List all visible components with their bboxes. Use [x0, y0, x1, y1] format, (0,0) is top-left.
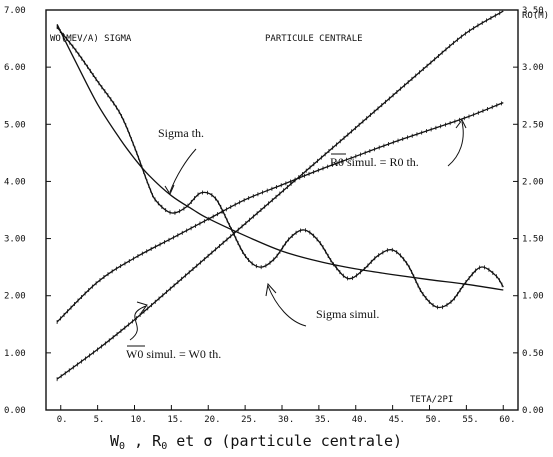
arrow-sigma-simul	[267, 285, 307, 327]
arrowhead-r0	[455, 119, 467, 129]
plot-frame	[45, 9, 519, 411]
arrowhead-sigma-simul	[265, 282, 277, 297]
y-left-tick-label: 1.00	[4, 349, 26, 359]
y-left-tick-label: 6.00	[4, 63, 26, 73]
arrowhead-w0	[136, 301, 148, 314]
caption-r: , R	[125, 432, 162, 450]
x-tick-label: 45.	[389, 415, 405, 425]
caption: W0 , R0 et σ (particule centrale)	[110, 432, 402, 452]
arrow-w0	[129, 305, 147, 341]
arrow-r0	[447, 121, 464, 167]
x-tick-label: 5.	[94, 415, 105, 425]
caption-sub-r: 0	[161, 441, 167, 452]
caption-sub-w: 0	[119, 441, 125, 452]
x-tick-label: 25.	[241, 415, 257, 425]
x-axis-label: TETA/2PI	[410, 395, 453, 405]
y-right-tick-label: 0.00	[522, 406, 544, 416]
series-layer	[56, 10, 504, 382]
y-right-tick-label: 3.00	[522, 63, 544, 73]
x-tick-label: 50.	[426, 415, 442, 425]
x-tick-label: 30.	[278, 415, 294, 425]
annotation-sigma-th: Sigma th.	[158, 126, 204, 140]
y-left-tick-label: 4.00	[4, 177, 26, 187]
y-right-tick-label: 1.50	[522, 235, 544, 245]
y-right-tick-label: 2.50	[522, 120, 544, 130]
y-left-tick-label: 5.00	[4, 120, 26, 130]
x-tick-label: 55.	[462, 415, 478, 425]
series-line-4	[56, 10, 504, 380]
left-axis-label: WO(MEV/A) SIGMA	[50, 34, 132, 44]
caption-w: W	[110, 432, 120, 450]
ticks-layer: 0. 5. 10. 15. 20. 25. 30. 35. 40. 45. 50. 55. 60. 0.0…	[4, 6, 544, 425]
y-left-tick-label: 7.00	[4, 6, 26, 16]
y-right-tick-label: 2.00	[522, 177, 544, 187]
x-tick-label: 10.	[131, 415, 147, 425]
arrowhead-sigma-th	[164, 184, 175, 196]
x-tick-label: 20.	[204, 415, 220, 425]
y-right-tick-label: 3.50	[522, 6, 544, 16]
series-line-2	[56, 26, 504, 309]
arrows-layer	[129, 119, 467, 341]
x-tick-label: 40.	[352, 415, 368, 425]
annotation-sigma-simul: Sigma simul.	[316, 307, 379, 321]
right-axis-label: RO(M)	[522, 11, 549, 21]
series-line-3	[56, 101, 504, 323]
annotation-r0: R0 simul. = R0 th.	[330, 155, 419, 169]
y-right-tick-label: 1.00	[522, 292, 544, 302]
inner-title: PARTICULE CENTRALE	[265, 34, 363, 44]
x-tick-label: 15.	[167, 415, 183, 425]
annotation-w0: W0 simul. = W0 th.	[126, 347, 221, 361]
x-tick-label: 60.	[499, 415, 515, 425]
caption-rest: et σ (particule centrale)	[167, 432, 402, 450]
y-left-tick-label: 0.00	[4, 406, 26, 416]
x-tick-label: 35.	[315, 415, 331, 425]
y-right-tick-label: 0.50	[522, 349, 544, 359]
arrow-sigma-th	[169, 148, 197, 193]
y-left-tick-label: 2.00	[4, 292, 26, 302]
x-tick-label: 0.	[57, 415, 68, 425]
y-left-tick-label: 3.00	[4, 235, 26, 245]
